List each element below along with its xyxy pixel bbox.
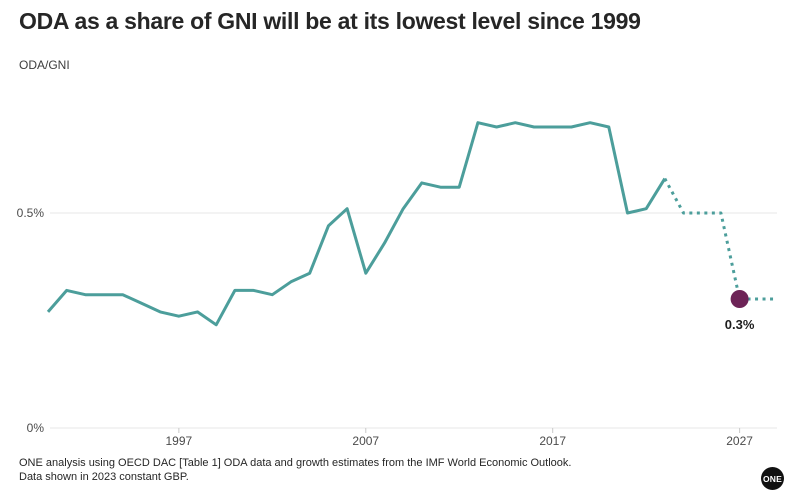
x-tick-label: 1997: [165, 434, 192, 448]
x-tick-label: 2027: [726, 434, 753, 448]
x-tick-label: 2017: [539, 434, 566, 448]
y-axis-unit-label: ODA/GNI: [19, 58, 70, 72]
source-footnote-line2: Data shown in 2023 constant GBP.: [19, 471, 189, 483]
source-footnote-line1: ONE analysis using OECD DAC [Table 1] OD…: [19, 457, 572, 469]
projection-dot: [730, 290, 749, 308]
oda-line-actual: [46, 121, 667, 327]
dot-value-label: 0.3%: [725, 317, 755, 332]
y-tick-label: 0.5%: [17, 206, 45, 220]
one-logo-text: ONE: [762, 473, 783, 484]
source-footnote: ONE analysis using OECD DAC [Table 1] OD…: [19, 456, 571, 484]
chart-title: ODA as a share of GNI will be at its low…: [19, 8, 641, 34]
x-tick-label: 2007: [352, 434, 379, 448]
one-logo: ONE: [761, 467, 784, 490]
y-tick-label: 0%: [27, 421, 45, 435]
oda-line-projected: [663, 177, 777, 301]
